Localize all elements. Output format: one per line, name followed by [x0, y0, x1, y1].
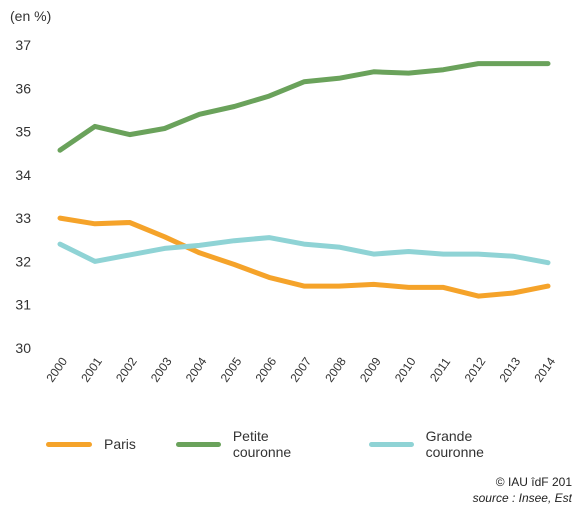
x-tick-label: 2000	[43, 354, 70, 384]
legend-item-paris: Paris	[46, 436, 136, 452]
y-tick-label: 35	[15, 124, 31, 140]
x-tick-label: 2011	[427, 355, 453, 384]
x-tick-label: 2013	[496, 354, 523, 384]
x-tick-label: 2009	[357, 354, 384, 384]
x-tick-label: 2003	[148, 354, 175, 384]
legend-swatch-paris	[46, 441, 92, 447]
y-tick-label: 32	[15, 253, 31, 269]
series-line-grande-couronne	[57, 235, 551, 266]
y-tick-label: 36	[15, 80, 31, 96]
y-tick-label: 34	[15, 167, 31, 183]
legend-item-grande-couronne: Grande couronne	[368, 428, 532, 460]
y-tick-label: 30	[15, 340, 31, 356]
copyright-credit: © IAU îdF 201	[495, 475, 572, 489]
series-line-petite-couronne	[57, 61, 551, 153]
x-tick-label: 2010	[392, 354, 419, 384]
x-tick-label: 2006	[252, 354, 279, 384]
x-tick-label: 2002	[113, 354, 140, 384]
x-tick-label: 2014	[531, 354, 558, 384]
x-tick-label: 2008	[322, 354, 349, 384]
line-chart: 30 31 32 33 34 35 36 37 2000 2001 2002 2003 2004 2005…	[15, 37, 558, 385]
legend-label-grande-couronne: Grande couronne	[425, 428, 484, 460]
x-tick-label: 2012	[462, 354, 489, 384]
legend: Paris Petite couronne Grande couronne	[46, 428, 572, 460]
legend-swatch-petite-couronne	[175, 441, 221, 447]
x-tick-label: 2005	[218, 354, 245, 384]
y-tick-label: 33	[15, 210, 31, 226]
x-tick-label: 2001	[78, 354, 105, 384]
legend-label-petite-couronne: Petite couronne	[232, 428, 292, 460]
y-axis-unit-label: (en %)	[10, 8, 52, 24]
y-tick-label: 31	[15, 297, 31, 313]
y-tick-label: 37	[15, 37, 31, 53]
legend-item-petite-couronne: Petite couronne	[175, 428, 329, 460]
source-note: source : Insee, Est	[472, 491, 572, 505]
x-tick-label: 2007	[287, 354, 314, 384]
legend-swatch-grande-couronne	[368, 441, 414, 447]
x-tick-label: 2004	[183, 354, 210, 384]
series-line-paris	[57, 215, 551, 299]
legend-label-paris: Paris	[104, 436, 136, 452]
